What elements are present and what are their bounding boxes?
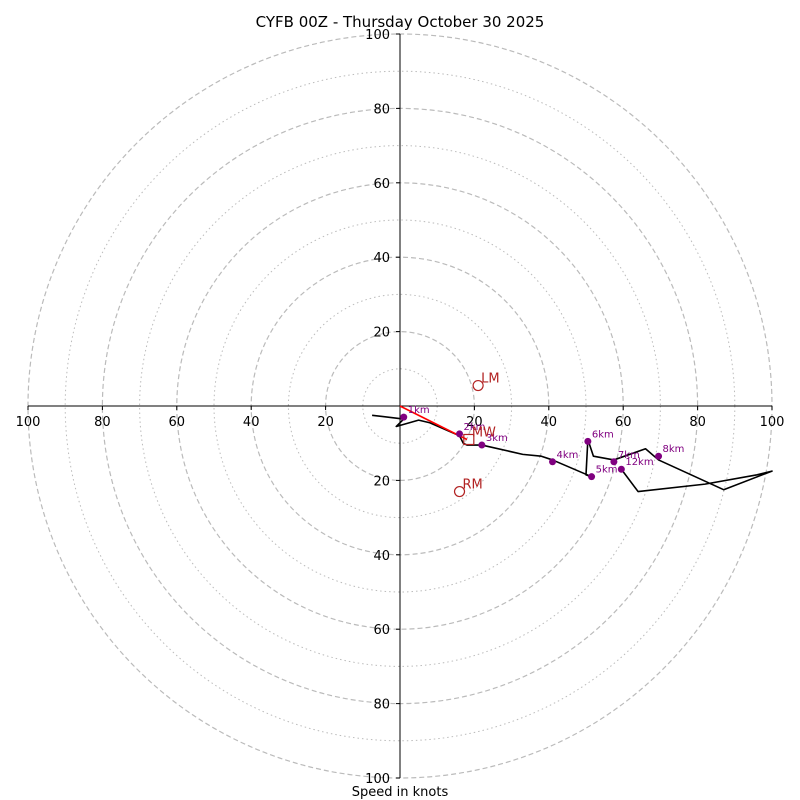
height-point — [655, 452, 663, 460]
height-point — [584, 437, 592, 445]
shear-vector — [399, 405, 468, 441]
y-tick-label: 40 — [373, 549, 390, 564]
x-tick-label: 60 — [169, 415, 186, 430]
height-label: 5km — [596, 465, 618, 476]
height-label: 8km — [663, 444, 685, 455]
height-point — [456, 430, 464, 438]
y-tick-label: 100 — [365, 28, 390, 43]
chart-title: CYFB 00Z - Thursday October 30 2025 — [256, 13, 545, 31]
x-tick-label: 40 — [243, 415, 260, 430]
storm-motion-marker — [453, 485, 466, 498]
height-point — [478, 441, 486, 449]
height-label: 3km — [486, 433, 508, 444]
tick-labels: 100 80 60 40 20 20 40 60 80 100 100 80 60 40 20 20 40 60 8… — [16, 28, 785, 787]
x-tick-label: 20 — [466, 415, 483, 430]
x-tick-label: 20 — [317, 415, 334, 430]
y-tick-label: 20 — [373, 474, 390, 489]
storm-motion-marker — [472, 379, 484, 392]
height-label: 7km — [618, 450, 640, 461]
y-tick-label: 60 — [373, 623, 390, 638]
height-point — [588, 473, 596, 481]
y-tick-label: 60 — [373, 177, 390, 192]
height-point — [549, 458, 557, 466]
height-point — [617, 465, 625, 473]
storm-motion-label: MW — [472, 425, 496, 440]
y-tick-label: 20 — [373, 326, 390, 341]
height-point — [610, 458, 618, 466]
x-tick-label: 80 — [94, 415, 111, 430]
mean-wind-marker — [463, 433, 475, 446]
height-label: 6km — [592, 429, 614, 440]
y-tick-label: 40 — [373, 251, 390, 266]
height-point — [400, 413, 408, 421]
x-axis-label: Speed in knots — [352, 785, 449, 800]
x-tick-label: 60 — [615, 415, 632, 430]
x-tick-label: 40 — [541, 415, 558, 430]
x-tick-label: 100 — [16, 415, 41, 430]
storm-motion-label: LM — [481, 372, 499, 387]
storm-motion-label: RM — [463, 478, 483, 493]
y-tick-label: 80 — [373, 698, 390, 713]
height-label: 1km — [408, 405, 430, 416]
x-tick-label: 80 — [689, 415, 706, 430]
height-label: 4km — [557, 450, 579, 461]
y-tick-label: 100 — [365, 772, 390, 787]
y-tick-label: 80 — [373, 102, 390, 117]
x-tick-label: 100 — [760, 415, 785, 430]
height-label: 12km — [625, 457, 653, 468]
height-label: 2km — [464, 422, 486, 433]
